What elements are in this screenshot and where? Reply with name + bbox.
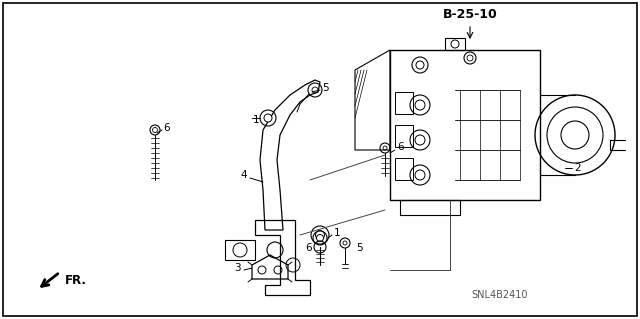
Text: FR.: FR.	[65, 273, 87, 286]
Text: 1: 1	[334, 228, 340, 238]
Bar	[395, 158, 413, 180]
Text: 5: 5	[322, 83, 328, 93]
Text: 5: 5	[356, 243, 363, 253]
Text: 6: 6	[397, 142, 404, 152]
Circle shape	[317, 234, 323, 241]
Text: 3: 3	[234, 263, 241, 273]
Bar	[445, 38, 465, 50]
Text: 6: 6	[305, 243, 312, 253]
Bar	[400, 200, 460, 215]
Text: 6: 6	[163, 123, 170, 133]
Circle shape	[316, 231, 324, 240]
Bar	[395, 92, 413, 114]
Bar	[390, 50, 540, 200]
Text: 4: 4	[240, 170, 246, 180]
Text: SNL4B2410: SNL4B2410	[472, 290, 528, 300]
Text: 2: 2	[574, 163, 580, 173]
Bar	[395, 125, 413, 147]
Text: B-25-10: B-25-10	[443, 9, 497, 21]
Text: 1: 1	[253, 115, 260, 125]
Circle shape	[264, 114, 272, 122]
